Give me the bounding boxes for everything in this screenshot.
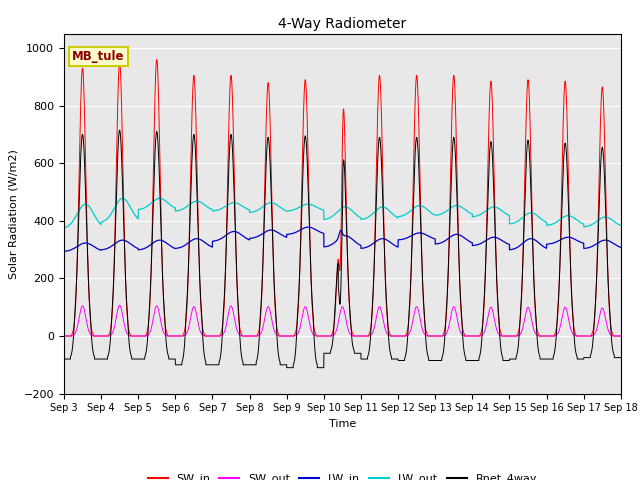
LW_in xyxy=(617,244,625,250)
LW_in xyxy=(60,249,68,254)
X-axis label: Time: Time xyxy=(329,419,356,429)
Rnet_4way xyxy=(60,356,68,362)
LW_in xyxy=(305,224,312,230)
SW_in xyxy=(617,333,625,339)
Rnet_4way xyxy=(617,355,625,360)
LW_out xyxy=(617,223,625,228)
Rnet_4way xyxy=(499,358,507,363)
SW_out xyxy=(499,333,507,339)
SW_out xyxy=(60,333,68,339)
SW_in xyxy=(60,333,68,339)
LW_out xyxy=(499,209,507,215)
Rnet_4way xyxy=(322,350,330,356)
Line: SW_in: SW_in xyxy=(64,60,621,336)
LW_out xyxy=(616,222,624,228)
LW_in xyxy=(499,238,507,244)
SW_out xyxy=(161,331,168,336)
SW_out xyxy=(436,333,444,339)
SW_in xyxy=(499,333,507,339)
Text: MB_tule: MB_tule xyxy=(72,50,125,63)
Legend: SW_in, SW_out, LW_in, LW_out, Rnet_4way: SW_in, SW_out, LW_in, LW_out, Rnet_4way xyxy=(143,469,541,480)
SW_in xyxy=(436,333,444,339)
LW_out xyxy=(436,211,444,217)
Line: LW_in: LW_in xyxy=(64,227,621,252)
Y-axis label: Solar Radiation (W/m2): Solar Radiation (W/m2) xyxy=(8,149,18,278)
LW_in xyxy=(467,240,475,245)
LW_in xyxy=(436,240,444,246)
Line: LW_out: LW_out xyxy=(64,198,621,228)
SW_out xyxy=(322,333,330,339)
SW_in xyxy=(616,333,624,339)
Line: SW_out: SW_out xyxy=(64,305,621,336)
SW_in xyxy=(153,57,161,62)
SW_out xyxy=(616,333,624,339)
LW_out xyxy=(60,225,68,231)
Rnet_4way xyxy=(283,365,291,371)
LW_out xyxy=(467,211,475,216)
Rnet_4way xyxy=(616,355,624,360)
LW_in xyxy=(160,239,168,244)
Rnet_4way xyxy=(116,127,124,133)
LW_in xyxy=(616,244,624,250)
Rnet_4way xyxy=(468,358,476,363)
SW_out xyxy=(467,333,475,339)
SW_in xyxy=(322,333,330,339)
LW_out xyxy=(322,216,330,222)
Rnet_4way xyxy=(436,358,444,363)
Rnet_4way xyxy=(161,306,168,312)
Line: Rnet_4way: Rnet_4way xyxy=(64,130,621,368)
LW_out xyxy=(156,195,163,201)
LW_in xyxy=(322,244,330,250)
SW_out xyxy=(617,333,625,339)
SW_out xyxy=(116,302,124,308)
SW_in xyxy=(161,310,168,316)
Title: 4-Way Radiometer: 4-Way Radiometer xyxy=(278,17,406,31)
LW_out xyxy=(161,197,168,203)
SW_in xyxy=(467,333,475,339)
